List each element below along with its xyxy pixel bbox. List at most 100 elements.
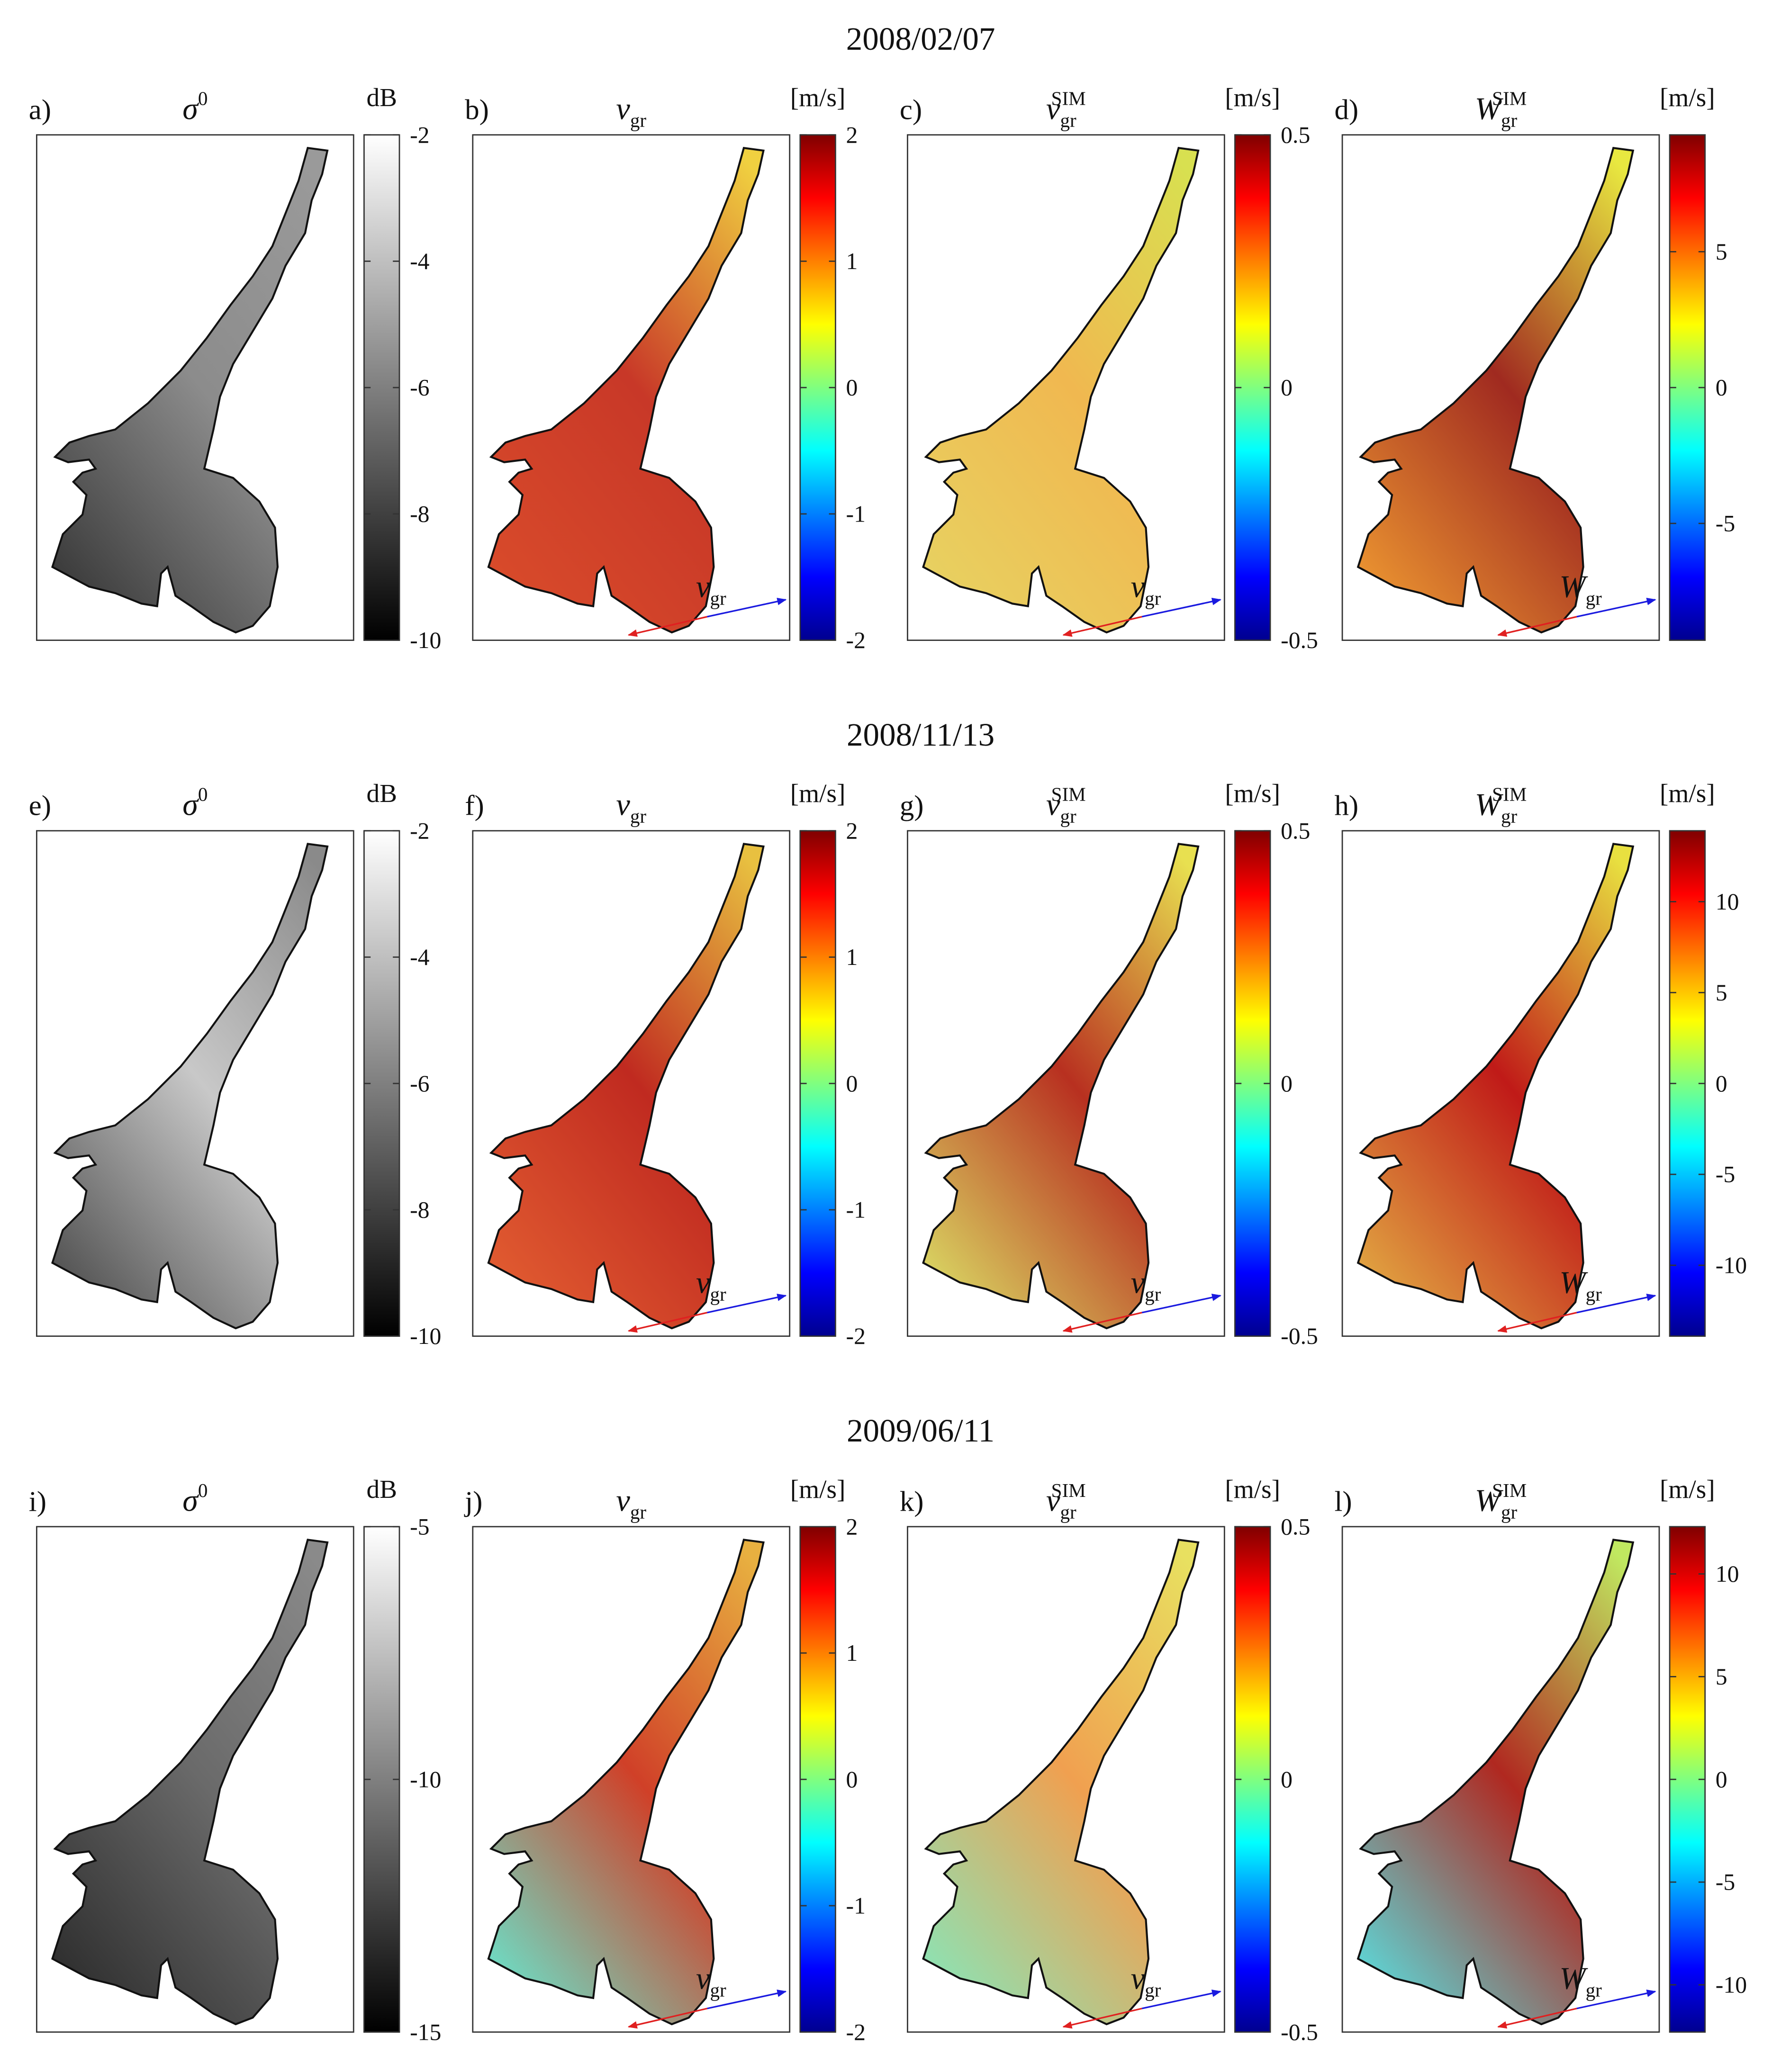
panel-label: c) [900,94,922,126]
panel: i) σ0 dB -5 -10 -15 [29,1475,442,2045]
math-label: Wgr [1559,569,1602,609]
colorbar-tick-label: 0 [1281,375,1293,401]
colorbar-tick-label: -8 [410,1197,429,1223]
math-label: vgr [696,1961,726,2001]
panel-label: j) [464,1486,482,1518]
arrow-red [627,1312,707,1333]
math-label: Wgr [1559,1265,1602,1305]
math-sub: gr [710,1283,726,1305]
date-title: 2008/02/07 [846,20,995,57]
colorbar-unit: [m/s] [1660,1475,1715,1504]
arrow-blue [1141,1293,1221,1314]
math-label: vgrSIM [1046,1479,1086,1523]
math-main: W [1475,1484,1504,1518]
colorbar-tick-label: -2 [846,2019,866,2045]
panel: a) σ0 dB -2 -4 -6 -8 -10 [29,83,442,653]
colorbar-tick-label: -1 [846,501,866,527]
math-main: v [1046,788,1060,822]
arrow-blue [707,1293,787,1314]
colorbar-tick-label: -15 [410,2019,441,2045]
colorbar-tick-label: 10 [1716,889,1739,915]
colorbar-tick-label: -1 [846,1893,866,1919]
math-main: v [696,1961,710,1996]
panel-label: b) [465,94,489,126]
colorbar-tick-label: -2 [846,627,866,653]
colorbar-tick-label: -10 [410,1766,441,1793]
math-label: vgrSIM [1046,784,1086,827]
panel-label: a) [29,94,51,126]
math-main: v [1131,1961,1145,1996]
colorbar-tick-label: 10 [1716,1561,1739,1587]
colorbar-tick-label: 0.5 [1281,818,1310,844]
colorbar-unit: [m/s] [790,83,846,112]
math-sub: gr [630,1501,647,1523]
colorbar-unit: [m/s] [790,1475,846,1504]
math-sub: gr [1060,1501,1076,1523]
colorbar-tick-label: -0.5 [1281,2019,1318,2045]
colorbar-unit: [m/s] [1225,83,1280,112]
math-sub: gr [1145,1979,1161,2001]
math-sub: gr [630,805,647,827]
colorbar-tick-label: 0 [1281,1071,1293,1097]
colorbar-tick-label: -8 [410,501,429,527]
math-main: W [1559,1265,1588,1300]
colorbar-unit: dB [366,779,397,808]
colorbar-tick-label: 0 [1716,375,1727,401]
arrow-red [1497,616,1577,637]
colorbar-tick-label: 2 [846,1513,858,1540]
math-sup: SIM [1492,1479,1527,1501]
colorbar-tick-label: -5 [1716,1869,1735,1895]
math-sup: 0 [198,784,208,805]
colorbar-tick-label: 1 [846,248,858,274]
arrow-blue [1141,597,1221,618]
math-label: Wgr [1559,1961,1602,2001]
colorbar-tick-label: -5 [1716,1162,1735,1188]
arrow-blue [1576,1990,1656,2009]
colorbar-tick-label: 0 [846,1766,858,1793]
colorbar-unit: dB [366,1475,397,1504]
colorbar-tick-label: -10 [1716,1972,1747,1998]
math-sub: gr [1586,1979,1602,2001]
panel-label: f) [465,790,484,822]
colorbar-tick-label: 5 [1716,1664,1727,1690]
arrow-blue [707,1990,787,2009]
math-main: W [1559,1961,1588,1996]
math-sub: gr [1060,109,1076,131]
colorbar-tick-label: -10 [410,1323,441,1349]
panel-label: l) [1334,1486,1352,1518]
math-label: vgrSIM [1046,88,1086,131]
math-main: σ [182,92,199,126]
math-main: v [696,569,710,604]
colorbar-tick-label: -0.5 [1281,627,1318,653]
colorbar-tick-label: 0 [846,1071,858,1097]
arrow-blue [1141,1990,1221,2009]
math-sub: gr [1501,1501,1518,1523]
arrow-blue [707,597,787,618]
math-label: vgr [616,788,646,828]
panel-label: h) [1334,790,1358,822]
math-label: σ0 [182,784,208,822]
colorbar-tick-label: 2 [846,818,858,844]
date-title: 2008/11/13 [847,716,994,753]
math-label: WgrSIM [1475,784,1527,827]
math-sub: gr [1501,109,1518,131]
arrow-blue [1576,1293,1656,1314]
math-main: v [1131,569,1145,604]
math-label: vgr [696,569,726,609]
colorbar-tick-label: 0 [1716,1766,1727,1793]
colorbar-tick-label: 1 [846,1640,858,1666]
colorbar-tick-label: -4 [410,248,430,274]
math-sub: gr [1586,1283,1602,1305]
math-label: vgr [696,1265,726,1305]
colorbar-tick-label: 0 [846,375,858,401]
colorbar-unit: [m/s] [1225,1475,1280,1504]
colorbar-unit: [m/s] [1660,83,1715,112]
colorbar-unit: [m/s] [1660,779,1715,808]
math-label: σ0 [182,1479,208,1518]
